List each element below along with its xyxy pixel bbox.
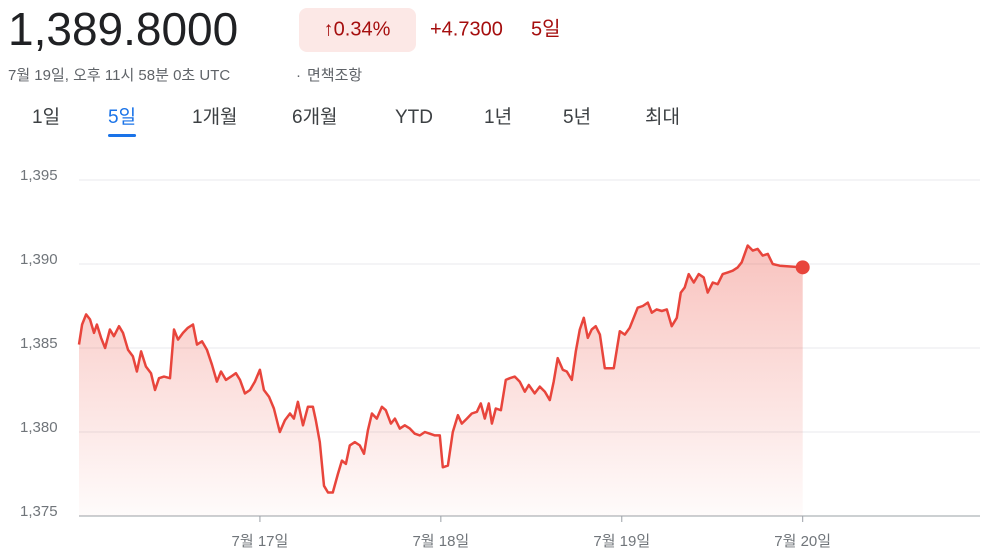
x-tick-label: 7월 19일 xyxy=(593,533,650,550)
change-badge xyxy=(299,8,416,52)
change: +4.7300 xyxy=(430,18,503,40)
disclaimer[interactable]: 면책조항 xyxy=(307,67,362,84)
tab-underline xyxy=(108,134,137,137)
x-tick-label: 7월 18일 xyxy=(412,533,469,550)
range-tab[interactable]: 5년 xyxy=(563,106,591,128)
y-tick-label: 1,385 xyxy=(20,335,58,352)
separator: · xyxy=(296,67,301,84)
timestamp: 7월 19일, 오후 11시 58분 0초 UTC xyxy=(8,67,230,84)
chart: 1,375 1,380 1,385 1,390 1,395 7월 17일 7월 18일 7월 … xyxy=(20,167,980,550)
x-tick-label: 7월 20일 xyxy=(774,533,831,550)
area xyxy=(79,245,803,516)
range-tabs: 1일 5일 1개월 6개월 YTD 1년 5년 최대 xyxy=(32,106,680,137)
y-tick-label: 1,375 xyxy=(20,503,58,520)
y-tick-label: 1,395 xyxy=(20,167,58,184)
period: 5일 xyxy=(531,17,561,40)
last-point xyxy=(795,260,810,275)
range-tab[interactable]: 5일 xyxy=(108,106,136,128)
range-tab[interactable]: 1년 xyxy=(484,106,512,128)
y-tick-label: 1,390 xyxy=(20,251,58,268)
price-line xyxy=(77,244,803,494)
range-tab[interactable]: 최대 xyxy=(645,106,680,128)
range-tab[interactable]: YTD xyxy=(395,107,433,128)
y-tick-label: 1,380 xyxy=(20,419,58,436)
range-tab[interactable]: 6개월 xyxy=(292,106,338,128)
range-tab[interactable]: 1일 xyxy=(32,106,60,128)
change-percent: ↑0.34% xyxy=(324,18,391,40)
range-tab[interactable]: 1개월 xyxy=(192,106,238,128)
price: 1,389.8000 xyxy=(8,3,238,55)
x-tick-label: 7월 17일 xyxy=(232,533,289,550)
